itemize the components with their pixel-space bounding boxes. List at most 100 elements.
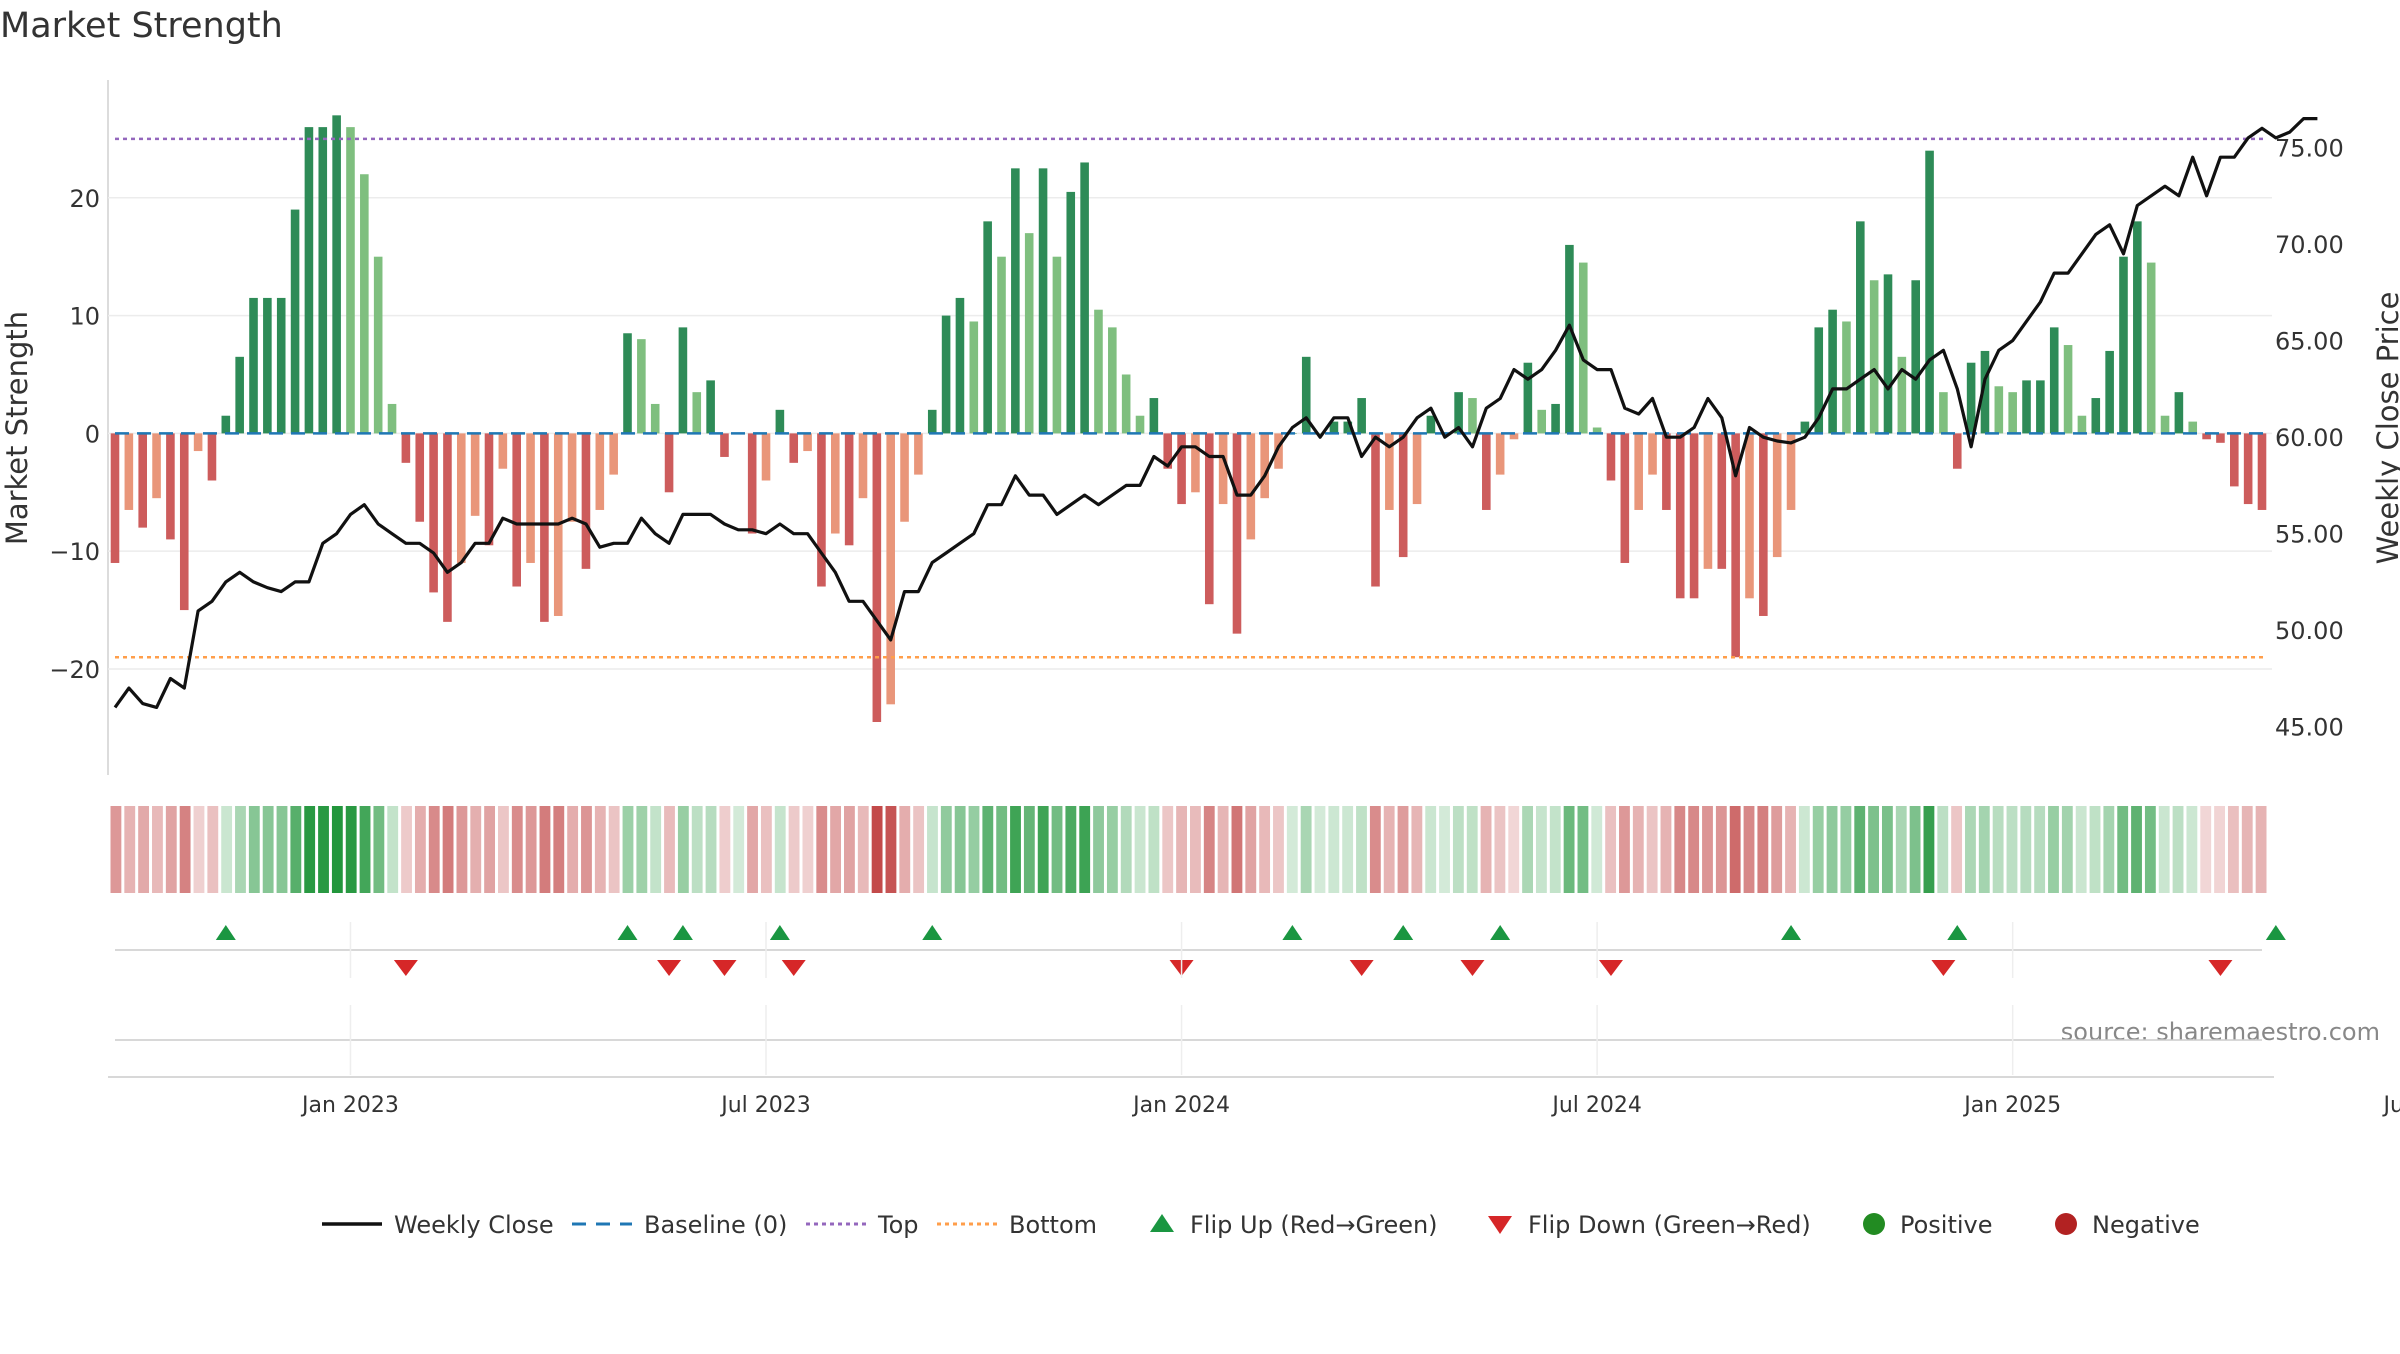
heat-cell bbox=[2117, 806, 2129, 893]
strength-bar bbox=[706, 380, 715, 434]
y-right-tick-label: 70.00 bbox=[2275, 231, 2344, 259]
strength-bar bbox=[817, 433, 826, 587]
strength-bar bbox=[415, 433, 425, 522]
heat-cell bbox=[1937, 806, 1949, 893]
x-tick-label: Jul 2024 bbox=[1550, 1093, 1642, 1118]
heat-cell bbox=[1023, 806, 1035, 893]
heat-cell bbox=[1369, 806, 1381, 893]
strength-bar bbox=[983, 221, 992, 434]
heat-cell bbox=[1812, 806, 1824, 893]
heat-cell bbox=[1425, 806, 1437, 893]
heat-cell bbox=[1577, 806, 1589, 893]
legend-label: Baseline (0) bbox=[644, 1211, 787, 1239]
strength-bar bbox=[567, 433, 577, 522]
flip-up-marker bbox=[1282, 925, 1303, 940]
heat-cell bbox=[2144, 806, 2156, 893]
heat-cell bbox=[525, 806, 537, 893]
heat-cell bbox=[636, 806, 648, 893]
strength-bar bbox=[1523, 362, 1533, 434]
heat-cell bbox=[1785, 806, 1796, 893]
strength-bar bbox=[1385, 433, 1394, 510]
heat-cell bbox=[1065, 806, 1077, 893]
y-right-tick-label: 75.00 bbox=[2275, 135, 2344, 163]
strength-bar bbox=[1897, 356, 1907, 434]
heat-cell bbox=[248, 806, 260, 893]
heat-cell bbox=[1563, 806, 1575, 893]
strength-bar bbox=[498, 433, 508, 469]
strength-bar bbox=[1675, 433, 1685, 599]
strength-bar bbox=[221, 415, 231, 434]
strength-bar bbox=[360, 174, 369, 434]
flip-up-marker bbox=[2265, 925, 2286, 940]
heat-cell bbox=[1300, 806, 1312, 893]
heat-cell bbox=[719, 806, 731, 893]
strength-bar bbox=[900, 433, 909, 522]
flip-down-marker bbox=[1349, 960, 1374, 976]
strength-bar bbox=[1689, 433, 1699, 599]
strength-bar bbox=[1662, 433, 1671, 510]
flip-down-marker bbox=[1460, 960, 1485, 976]
strength-bar bbox=[124, 433, 134, 510]
strength-bar bbox=[650, 403, 660, 434]
strength-bar bbox=[1786, 433, 1796, 510]
strength-bar bbox=[1856, 221, 1865, 434]
strength-bar bbox=[138, 433, 147, 528]
heat-cell bbox=[1120, 806, 1132, 893]
strength-bar bbox=[1260, 433, 1269, 499]
strength-bar bbox=[1952, 433, 1962, 469]
legend-layer: Weekly Close Baseline (0) Top Bottom Flip Up… bbox=[322, 1211, 2200, 1239]
heat-cell bbox=[622, 806, 634, 893]
heat-cell bbox=[2227, 806, 2239, 893]
strength-bar bbox=[2174, 392, 2184, 434]
heat-cell bbox=[899, 806, 911, 893]
strength-bar bbox=[1745, 433, 1754, 599]
legend-triangle-up bbox=[1150, 1214, 1174, 1232]
y-tick-label: 10 bbox=[69, 303, 100, 331]
heat-cell bbox=[1771, 806, 1783, 893]
strength-bar bbox=[637, 339, 646, 434]
heat-cell bbox=[1826, 806, 1838, 893]
strength-bar bbox=[1163, 433, 1173, 469]
strength-bar bbox=[512, 433, 521, 587]
strength-bar bbox=[1315, 433, 1325, 434]
y-tick-label: −10 bbox=[49, 538, 100, 566]
heat-cell bbox=[165, 806, 177, 893]
strength-bar bbox=[1828, 309, 1837, 434]
strength-bar bbox=[720, 433, 729, 457]
heat-cell bbox=[318, 806, 329, 893]
strength-bar bbox=[2160, 415, 2170, 434]
strength-bar bbox=[1218, 433, 1228, 505]
heat-cell bbox=[2061, 806, 2073, 893]
heat-cell bbox=[207, 806, 219, 893]
strength-bar bbox=[207, 433, 217, 481]
legend-label: Negative bbox=[2092, 1211, 2200, 1239]
heat-cell bbox=[1895, 806, 1907, 893]
heat-cell bbox=[2200, 806, 2212, 893]
strength-bar bbox=[1731, 433, 1740, 658]
heat-cell bbox=[553, 806, 565, 893]
heat-cell bbox=[1854, 806, 1866, 893]
strength-bar bbox=[844, 433, 854, 546]
strength-bar bbox=[540, 433, 549, 622]
heat-cell bbox=[1273, 806, 1284, 893]
legend-label: Flip Up (Red→Green) bbox=[1190, 1211, 1438, 1239]
heat-cell bbox=[470, 806, 482, 893]
heat-cell bbox=[1508, 806, 1520, 893]
strength-bar bbox=[484, 433, 494, 546]
flip-up-marker bbox=[1490, 925, 1511, 940]
strength-bar bbox=[1246, 433, 1256, 540]
heat-cell bbox=[968, 806, 980, 893]
heat-cell bbox=[110, 806, 122, 893]
y-tick-label: 0 bbox=[85, 420, 100, 448]
legend-item: Positive bbox=[1863, 1211, 1993, 1239]
strength-bar bbox=[346, 127, 355, 434]
strength-bar bbox=[166, 433, 175, 540]
legend-item: Bottom bbox=[937, 1211, 1097, 1239]
heat-cell bbox=[2241, 806, 2253, 893]
heat-cell bbox=[2020, 806, 2032, 893]
heat-cell bbox=[1134, 806, 1146, 893]
heat-cell bbox=[1674, 806, 1686, 893]
heat-cell bbox=[1992, 806, 2004, 893]
heat-cell bbox=[511, 806, 523, 893]
